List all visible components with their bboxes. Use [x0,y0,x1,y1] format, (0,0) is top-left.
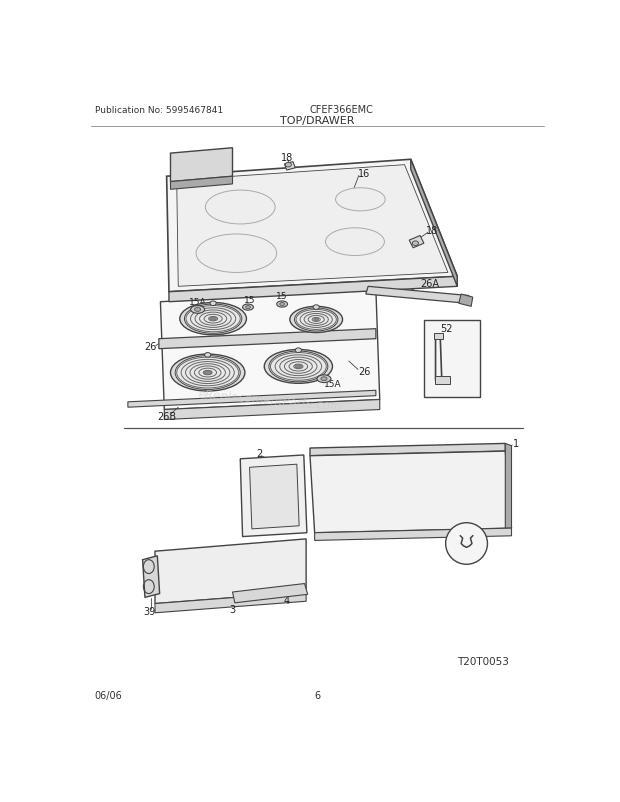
Polygon shape [167,160,458,293]
Ellipse shape [269,351,328,383]
Ellipse shape [285,163,291,168]
Ellipse shape [412,241,418,246]
Text: 06/06: 06/06 [94,691,122,700]
Ellipse shape [210,318,216,321]
Polygon shape [410,160,458,287]
Text: 15: 15 [277,292,288,301]
Ellipse shape [294,309,338,331]
Ellipse shape [314,319,319,322]
Polygon shape [161,290,379,410]
Ellipse shape [185,305,242,334]
Ellipse shape [326,229,384,256]
Ellipse shape [290,307,343,333]
Polygon shape [177,165,448,287]
Ellipse shape [295,365,302,369]
Text: 52: 52 [440,323,453,334]
Ellipse shape [317,375,331,383]
Polygon shape [143,556,160,597]
Ellipse shape [205,353,211,358]
Ellipse shape [205,191,275,225]
Text: 26B: 26B [157,412,176,422]
Polygon shape [159,330,376,349]
Text: CFEF366EMC: CFEF366EMC [309,105,373,115]
Text: 7: 7 [468,545,474,555]
Polygon shape [155,539,306,604]
Polygon shape [249,464,299,529]
Polygon shape [424,321,480,398]
Polygon shape [128,391,376,407]
Ellipse shape [180,303,247,335]
Polygon shape [310,444,505,456]
Text: T20T0053: T20T0053 [458,657,509,666]
Text: 18: 18 [425,226,438,236]
Ellipse shape [204,371,211,375]
Polygon shape [170,148,232,182]
Polygon shape [505,444,511,529]
Polygon shape [314,529,512,541]
Ellipse shape [280,303,285,306]
Text: 2: 2 [257,449,263,459]
Text: 4: 4 [284,596,290,606]
Polygon shape [285,162,295,171]
Polygon shape [170,177,232,190]
Text: 26: 26 [358,367,370,377]
Ellipse shape [321,377,327,381]
Text: 15: 15 [244,296,255,305]
Text: eReplacementParts.com: eReplacementParts.com [197,387,342,413]
Text: 39: 39 [143,606,156,617]
Text: 16: 16 [358,169,370,179]
Polygon shape [435,377,449,385]
Polygon shape [434,333,443,339]
Text: 3: 3 [229,604,236,614]
Ellipse shape [335,188,385,212]
Text: 18: 18 [281,152,294,163]
Polygon shape [459,294,472,307]
Polygon shape [241,456,307,537]
Ellipse shape [264,350,332,384]
Text: 15A: 15A [189,298,206,307]
Polygon shape [232,584,308,603]
Ellipse shape [277,302,288,308]
Ellipse shape [170,354,245,391]
Text: Publication No: 5995467841: Publication No: 5995467841 [94,106,223,115]
Text: 6: 6 [315,691,321,700]
Polygon shape [366,287,469,304]
Ellipse shape [195,308,201,312]
Polygon shape [169,277,458,302]
Ellipse shape [242,305,254,311]
Text: 1: 1 [513,439,519,449]
Ellipse shape [191,306,205,314]
Ellipse shape [313,306,319,310]
Polygon shape [155,592,306,613]
Polygon shape [409,237,424,249]
Polygon shape [164,400,379,420]
Text: 15A: 15A [324,379,342,388]
Text: 26A: 26A [420,279,440,289]
Ellipse shape [246,306,250,310]
Circle shape [446,523,487,565]
Text: 26: 26 [144,341,156,351]
Ellipse shape [175,356,241,390]
Polygon shape [310,452,512,533]
Ellipse shape [210,302,216,306]
Text: TOP/DRAWER: TOP/DRAWER [280,115,355,126]
Ellipse shape [196,235,277,273]
Ellipse shape [295,349,301,353]
